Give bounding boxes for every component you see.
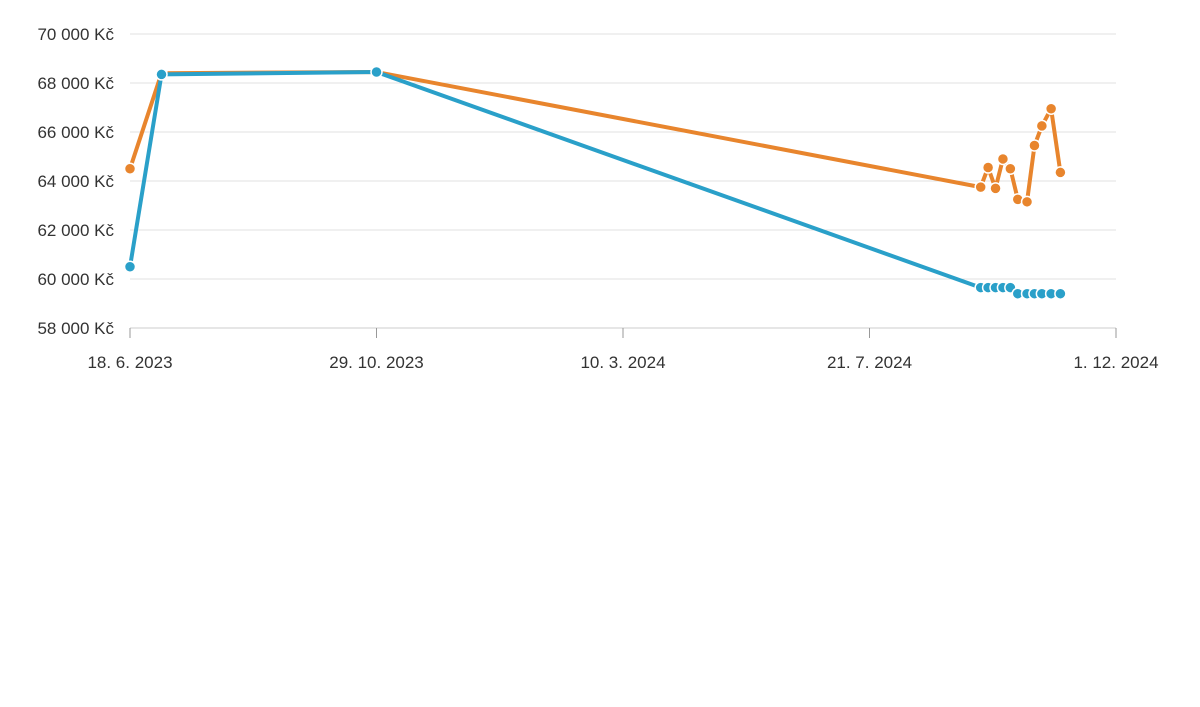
data-point[interactable] (370, 65, 383, 79)
x-tick-label: 21. 7. 2024 (827, 353, 912, 372)
data-point[interactable] (1054, 287, 1067, 300)
y-tick-label: 68 000 Kč (37, 74, 114, 93)
y-tick-label: 62 000 Kč (37, 221, 114, 240)
x-tick-label: 1. 12. 2024 (1073, 353, 1158, 372)
data-point[interactable] (1044, 102, 1058, 115)
x-tick-label: 18. 6. 2023 (87, 353, 172, 372)
data-point[interactable] (123, 162, 137, 175)
y-tick-label: 58 000 Kč (37, 319, 114, 338)
data-point[interactable] (989, 182, 1002, 195)
data-point[interactable] (155, 68, 168, 81)
data-point[interactable] (1004, 162, 1017, 175)
data-point[interactable] (1028, 139, 1041, 152)
series-1 (123, 65, 1067, 209)
data-point[interactable] (1020, 195, 1034, 209)
series-2 (123, 65, 1067, 300)
data-point[interactable] (981, 161, 995, 174)
data-point[interactable] (123, 260, 137, 273)
series-line (128, 70, 1063, 204)
data-point[interactable] (974, 180, 987, 194)
series (123, 65, 1067, 300)
axes (129, 327, 1117, 338)
x-tick-label: 29. 10. 2023 (329, 353, 424, 372)
y-tick-label: 70 000 Kč (37, 25, 114, 44)
data-point[interactable] (1035, 119, 1049, 133)
series-line (128, 70, 1063, 296)
y-tick-label: 64 000 Kč (37, 172, 114, 191)
tick-labels: 58 000 Kč 60 000 Kč 62 000 Kč 64 000 Kč 66 0… (37, 25, 1158, 372)
data-point[interactable] (1054, 166, 1067, 179)
y-tick-label: 60 000 Kč (37, 270, 114, 289)
x-tick-label: 10. 3. 2024 (580, 353, 665, 372)
data-point[interactable] (996, 152, 1010, 166)
y-tick-label: 66 000 Kč (37, 123, 114, 142)
